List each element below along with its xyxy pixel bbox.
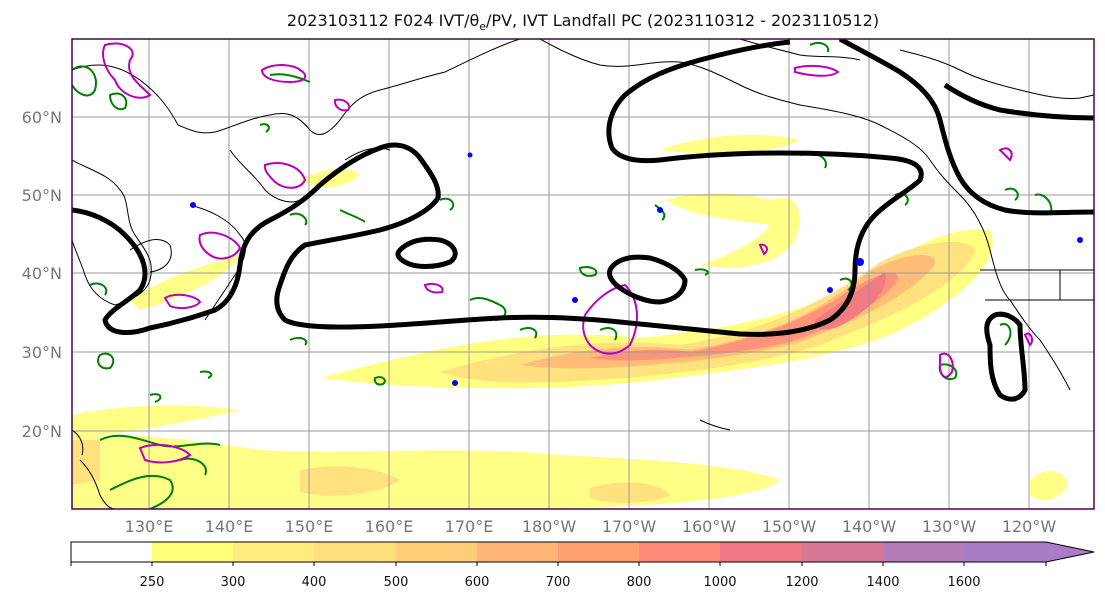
colorbar-label: 700 — [546, 575, 571, 590]
colorbar-label: 1400 — [866, 575, 899, 590]
lon-label: 140°W — [842, 517, 897, 536]
lat-label: 60°N — [22, 108, 62, 127]
title-part-1: 2023103112 F024 IVT/θ — [287, 11, 479, 30]
colorbar-swatch — [233, 542, 314, 562]
colorbar-label: 600 — [465, 575, 490, 590]
map-frame — [71, 38, 1095, 510]
colorbar-label: 400 — [302, 575, 327, 590]
colorbar-swatches — [71, 542, 1094, 562]
colorbar-labels: 250 300 400 500 600 700 800 1000 1200 14… — [140, 575, 981, 590]
colorbar-swatch — [802, 542, 883, 562]
colorbar-swatch — [314, 542, 396, 562]
colorbar-ticks — [70, 562, 1047, 566]
colorbar-swatch — [639, 542, 720, 562]
lon-label: 170°E — [445, 517, 494, 536]
lon-label: 150°E — [285, 517, 334, 536]
lon-label: 170°W — [602, 517, 657, 536]
colorbar-label: 500 — [384, 575, 409, 590]
lon-label: 130°W — [922, 517, 977, 536]
lat-label: 30°N — [22, 343, 62, 362]
lon-label: 130°E — [125, 517, 174, 536]
colorbar-label: 250 — [140, 575, 165, 590]
lat-label: 20°N — [22, 422, 62, 441]
colorbar-label: 1600 — [947, 575, 980, 590]
colorbar-swatch — [152, 542, 233, 562]
lon-label: 120°W — [1002, 517, 1057, 536]
colorbar-swatch — [883, 542, 964, 562]
lon-label: 180°W — [522, 517, 577, 536]
lon-label: 160°E — [365, 517, 414, 536]
lat-label: 40°N — [22, 264, 62, 283]
colorbar-extend-arrow — [964, 542, 1094, 562]
latitude-labels: 60°N 50°N 40°N 30°N 20°N — [22, 108, 62, 441]
coastlines — [72, 39, 1094, 509]
title-subscript: e — [479, 20, 486, 33]
landfall-contours — [102, 42, 1034, 464]
negative-contours — [190, 152, 1083, 386]
map-panel: 60°N 50°N 40°N 30°N 20°N 130°E 140°E 150… — [22, 38, 1095, 536]
lon-label: 150°W — [762, 517, 817, 536]
lon-label: 160°W — [682, 517, 737, 536]
figure-title: 2023103112 F024 IVT/θe/PV, IVT Landfall … — [287, 11, 879, 33]
colorbar-label: 300 — [221, 575, 246, 590]
ivt-shading — [72, 134, 1068, 509]
colorbar-swatch — [71, 542, 152, 562]
title-part-2: /PV, IVT Landfall PC (2023110312 - 20231… — [486, 11, 879, 30]
colorbar: 250 300 400 500 600 700 800 1000 1200 14… — [70, 541, 1095, 590]
pv-contours — [72, 39, 1094, 402]
longitude-labels: 130°E 140°E 150°E 160°E 170°E 180°W 170°… — [125, 517, 1057, 536]
colorbar-swatch — [720, 542, 802, 562]
colorbar-outline — [70, 541, 1095, 563]
colorbar-label: 800 — [627, 575, 652, 590]
colorbar-swatch — [396, 542, 477, 562]
lat-label: 50°N — [22, 186, 62, 205]
lon-label: 140°E — [205, 517, 254, 536]
colorbar-swatch — [477, 542, 558, 562]
colorbar-label: 1000 — [703, 575, 736, 590]
colorbar-swatch — [558, 542, 639, 562]
colorbar-label: 1200 — [785, 575, 818, 590]
